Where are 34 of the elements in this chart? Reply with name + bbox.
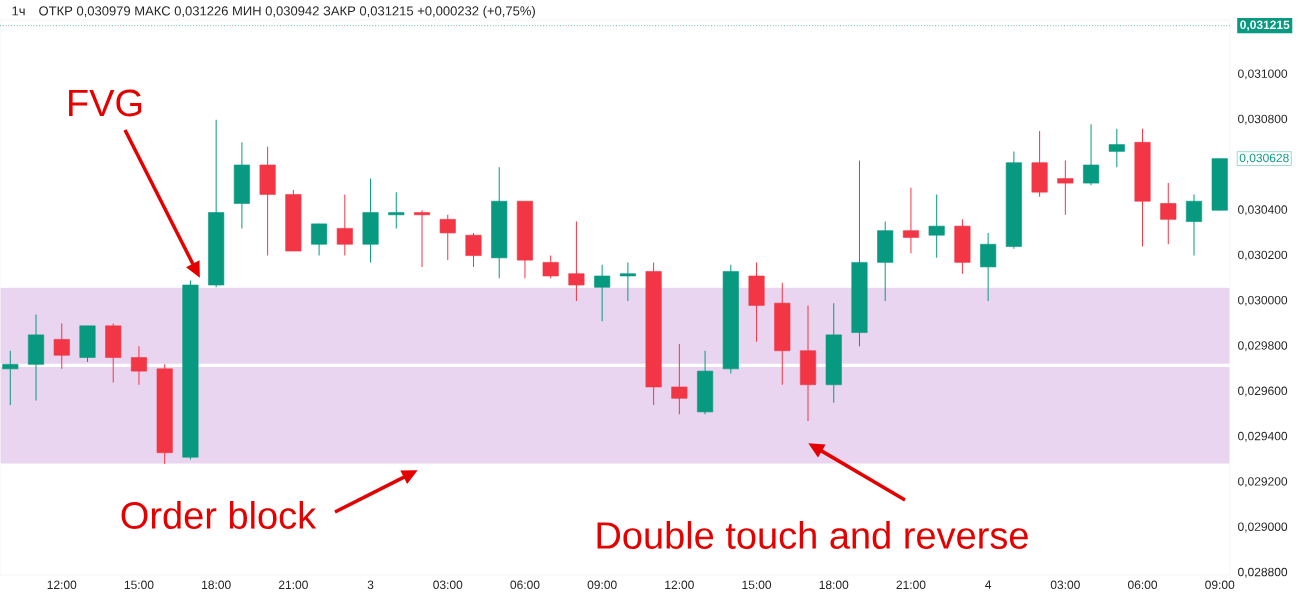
- text: 0,030628: [1239, 153, 1289, 164]
- y-tick-label: 0,029000: [1238, 522, 1288, 533]
- x-tick-label: 09:00: [1205, 580, 1235, 590]
- x-tick-label: 12:00: [47, 580, 77, 590]
- y-tick-label: 0,029200: [1238, 477, 1288, 488]
- x-tick-label: 18:00: [202, 580, 231, 590]
- x-tick-label: 03:00: [1050, 580, 1080, 590]
- x-tick-label: 18:00: [819, 580, 849, 590]
- x-tick-label: 4: [985, 580, 992, 589]
- y-tick-label: 0,031000: [1238, 69, 1288, 80]
- y-tick-label: 0,030000: [1238, 295, 1288, 306]
- y-tick-label: 0,030800: [1238, 114, 1288, 125]
- x-tick-label: 21:00: [896, 580, 926, 590]
- y-tick-label: 0,028800: [1238, 567, 1288, 578]
- y-tick-label: 0,029800: [1238, 341, 1288, 352]
- y-tick-label: 0,029400: [1238, 431, 1288, 442]
- chart-title: 1ч: [12, 6, 25, 16]
- y-tick-label: 0,029600: [1238, 386, 1288, 397]
- chart-subtitle: ОТКР 0,030979 МАКС 0,031226 МИН 0,030942 ЗАКР 0,031215 +0,000232 (+0,75%): [39, 5, 535, 19]
- annotation: FVG: [69, 89, 142, 117]
- x-tick-label: 03:00: [433, 580, 463, 590]
- x-tick-label: 15:00: [742, 580, 772, 590]
- x-tick-label: 3: [367, 580, 374, 590]
- band-label: Order block: [121, 501, 317, 529]
- x-tick-label: 06:00: [510, 580, 540, 590]
- x-tick-label: 15:00: [124, 580, 154, 590]
- y-tick-label: 0,030400: [1238, 205, 1288, 216]
- ref-line-label: 0,031215: [1240, 20, 1290, 31]
- x-tick-label: 06:00: [1127, 580, 1158, 590]
- x-tick-label: 21:00: [278, 580, 308, 590]
- annotation: Double touch and reverse: [597, 521, 1028, 549]
- y-tick-label: 0,030200: [1238, 250, 1288, 261]
- x-tick-label: 09:00: [587, 580, 617, 590]
- x-tick-label: 12:00: [665, 580, 694, 590]
